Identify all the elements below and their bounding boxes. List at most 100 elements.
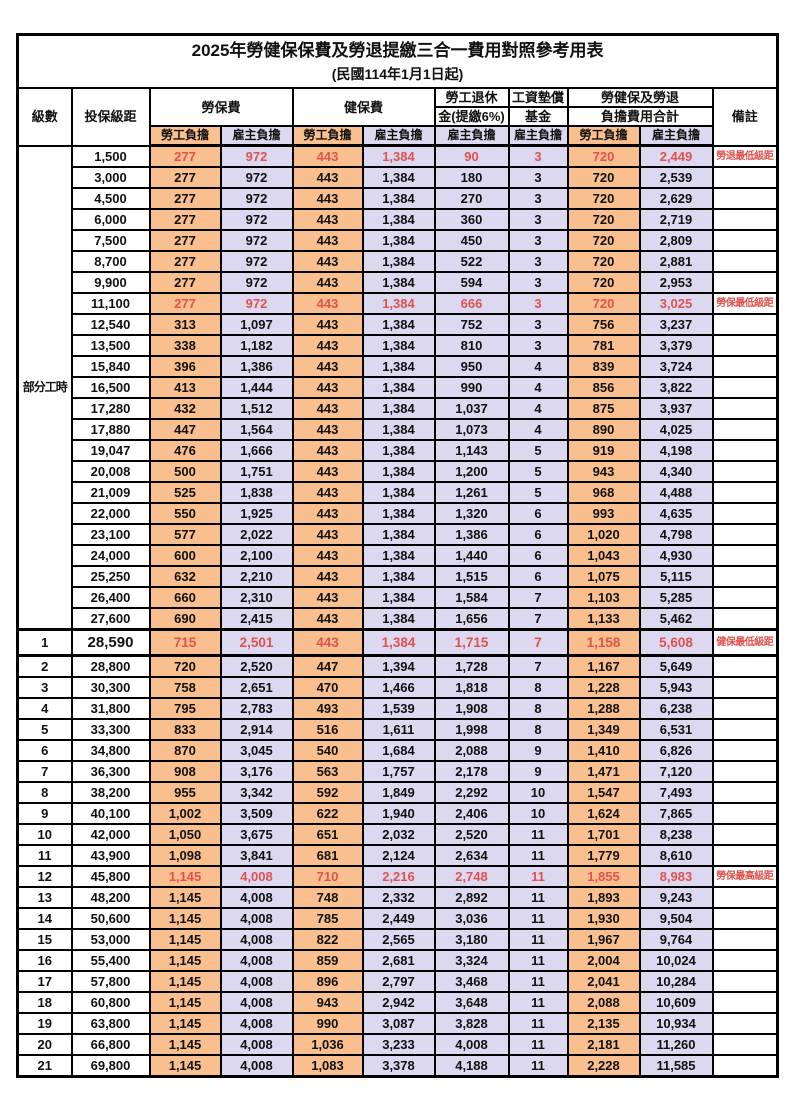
pension-employer-cell: 950 [433, 355, 510, 378]
health-employee-cell: 710 [291, 865, 364, 888]
labor-employee-cell: 1,145 [148, 865, 222, 888]
total-employee-cell: 720 [566, 229, 641, 252]
remark-cell [711, 697, 779, 720]
total-employer-cell: 4,025 [638, 418, 714, 441]
health-employee-cell: 443 [291, 166, 364, 189]
health-employee-cell: 443 [291, 271, 364, 294]
level-cell: 12 [16, 865, 73, 888]
bracket-cell: 28,590 [70, 628, 151, 657]
labor-employee-cell: 795 [148, 697, 222, 720]
total-employee-cell: 1,967 [566, 928, 641, 951]
remark-cell [711, 654, 779, 678]
table-row: 12,540 313 1,097 443 1,384 752 3 756 3,237 [18, 313, 779, 336]
labor-employer-cell: 3,509 [219, 802, 294, 825]
labor-employee-cell: 525 [148, 481, 222, 504]
total-employee-cell: 890 [566, 418, 641, 441]
health-employee-cell: 622 [291, 802, 364, 825]
pension-employer-cell: 4,188 [433, 1054, 510, 1078]
total-employer-cell: 8,983 [638, 865, 714, 888]
total-employee-cell: 968 [566, 481, 641, 504]
health-employer-cell: 3,087 [361, 1012, 436, 1035]
pension-employer-cell: 3,180 [433, 928, 510, 951]
labor-employer-cell: 1,666 [219, 439, 294, 462]
health-employee-cell: 493 [291, 697, 364, 720]
table-row: 9 40,100 1,002 3,509 622 1,940 2,406 10 1,624 7,8… [16, 802, 779, 825]
bracket-cell: 1,500 [70, 144, 151, 168]
wage-fund-employer-cell: 4 [507, 376, 569, 399]
wage-fund-employer-cell: 4 [507, 355, 569, 378]
table-row: 8,700 277 972 443 1,384 522 3 720 2,881 [18, 250, 779, 273]
bracket-cell: 7,500 [70, 229, 151, 252]
bracket-cell: 45,800 [70, 865, 151, 888]
bracket-cell: 34,800 [70, 739, 151, 762]
table-row: 4 31,800 795 2,783 493 1,539 1,908 8 1,288 6,238 [16, 697, 779, 720]
bracket-cell: 19,047 [70, 439, 151, 462]
title-cell: 2025年勞健保保費及勞退提繳三合一費用對照參考用表 (民國114年1月1日起) [16, 33, 779, 89]
wage-fund-employer-cell: 5 [507, 481, 569, 504]
pension-employer-cell: 1,386 [433, 523, 510, 546]
labor-employee-cell: 277 [148, 144, 222, 168]
total-employer-cell: 3,937 [638, 397, 714, 420]
total-employer-cell: 3,724 [638, 355, 714, 378]
table-row: 11,100 277 972 443 1,384 666 3 720 3,025 勞保最低級距 [18, 292, 779, 315]
pension-employer-cell: 1,037 [433, 397, 510, 420]
table-row: 17,880 447 1,564 443 1,384 1,073 4 890 4,025 [18, 418, 779, 441]
remark-cell [711, 676, 779, 699]
header-row-1: 級數 投保級距 勞保費 健保費 勞工退休 工資墊償 勞健保及勞退 備註 [16, 87, 779, 147]
col-header-remark: 備註 [711, 87, 779, 147]
pension-employer-cell: 1,998 [433, 718, 510, 741]
wage-fund-employer-cell: 8 [507, 718, 569, 741]
labor-employee-cell: 550 [148, 502, 222, 525]
level-cell: 13 [16, 886, 73, 909]
total-employee-cell: 1,075 [566, 565, 641, 588]
pension-employer-cell: 2,406 [433, 802, 510, 825]
pension-employer-cell: 3,468 [433, 970, 510, 993]
pension-employer-cell: 2,292 [433, 781, 510, 804]
total-employee-cell: 1,228 [566, 676, 641, 699]
health-employee-cell: 443 [291, 250, 364, 273]
pension-employer-cell: 810 [433, 334, 510, 357]
level-cell: 3 [16, 676, 73, 699]
level-cell: 1 [16, 628, 73, 657]
subheader-health-employee: 勞工負擔 [291, 125, 364, 147]
total-employee-cell: 993 [566, 502, 641, 525]
health-employer-cell: 2,449 [361, 907, 436, 930]
table-row: 2 28,800 720 2,520 447 1,394 1,728 7 1,167 5,649 [16, 654, 779, 678]
labor-employee-cell: 870 [148, 739, 222, 762]
health-employer-cell: 1,384 [361, 586, 436, 609]
remark-cell [711, 565, 779, 588]
table-row: 16,500 413 1,444 443 1,384 990 4 856 3,822 [18, 376, 779, 399]
health-employer-cell: 1,539 [361, 697, 436, 720]
pension-employer-cell: 270 [433, 187, 510, 210]
total-employer-cell: 5,115 [638, 565, 714, 588]
health-employer-cell: 1,384 [361, 313, 436, 336]
labor-employer-cell: 3,176 [219, 760, 294, 783]
total-employee-cell: 720 [566, 271, 641, 294]
labor-employer-cell: 4,008 [219, 970, 294, 993]
pension-employer-cell: 3,036 [433, 907, 510, 930]
labor-employee-cell: 413 [148, 376, 222, 399]
health-employee-cell: 896 [291, 970, 364, 993]
col-header-pension-line1: 勞工退休 [433, 87, 510, 108]
labor-employee-cell: 715 [148, 628, 222, 657]
wage-fund-employer-cell: 7 [507, 628, 569, 657]
bracket-cell: 21,009 [70, 481, 151, 504]
health-employee-cell: 990 [291, 1012, 364, 1035]
labor-employee-cell: 396 [148, 355, 222, 378]
remark-cell [711, 907, 779, 930]
total-employee-cell: 1,133 [566, 607, 641, 631]
pension-employer-cell: 1,818 [433, 676, 510, 699]
wage-fund-employer-cell: 3 [507, 334, 569, 357]
total-employer-cell: 8,610 [638, 844, 714, 867]
level-cell: 2 [16, 654, 73, 678]
wage-fund-employer-cell: 6 [507, 565, 569, 588]
labor-employee-cell: 720 [148, 654, 222, 678]
remark-cell: 健保最低級距 [711, 628, 779, 657]
labor-employer-cell: 1,444 [219, 376, 294, 399]
health-employee-cell: 470 [291, 676, 364, 699]
total-employee-cell: 1,020 [566, 523, 641, 546]
table-row: 6,000 277 972 443 1,384 360 3 720 2,719 [18, 208, 779, 231]
total-employer-cell: 4,635 [638, 502, 714, 525]
health-employee-cell: 443 [291, 229, 364, 252]
table-row: 4,500 277 972 443 1,384 270 3 720 2,629 [18, 187, 779, 210]
